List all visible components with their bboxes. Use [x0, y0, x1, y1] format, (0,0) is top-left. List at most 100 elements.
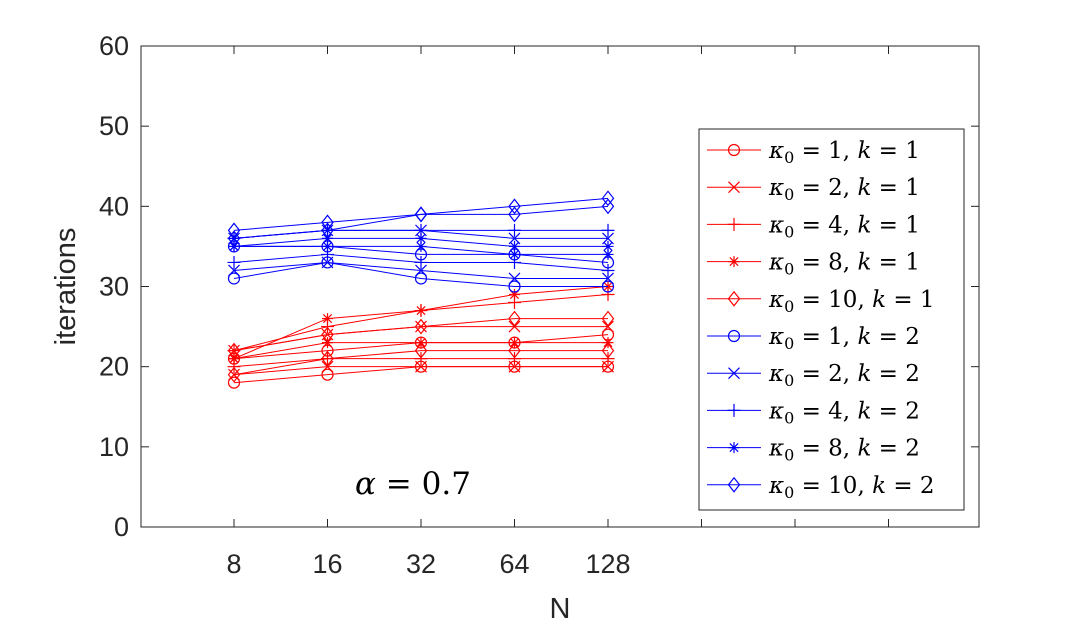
extra-series-k2-2-point [601, 223, 615, 237]
legend-marker [727, 476, 741, 493]
legend-marker [728, 181, 740, 194]
series-5-point [508, 280, 521, 293]
series-7 [227, 247, 615, 277]
legend-marker [727, 143, 741, 157]
series-6-point [228, 264, 240, 277]
series-6 [228, 256, 614, 285]
legend-marker [728, 256, 740, 268]
series-4-point [508, 310, 521, 327]
series-8-point [602, 240, 614, 252]
series-7-point [414, 255, 428, 269]
series-7-point [321, 247, 334, 261]
legend-label: κ0 = 8, k = 2 [768, 436, 920, 465]
legend-marker [728, 367, 740, 380]
series-4 [227, 310, 615, 359]
y-axis-title: iterations [50, 228, 82, 346]
legend-marker [727, 290, 741, 307]
extra-series-k1-3-point [509, 289, 520, 301]
extra-series-k2-3-point [509, 248, 520, 260]
series-5-point [227, 272, 241, 285]
series-3-point [415, 337, 427, 349]
x-axis-title: N [550, 593, 571, 625]
legend-entry: κ0 = 10, k = 2 [707, 473, 935, 502]
series-6-point [415, 264, 427, 277]
series-2-point [414, 352, 428, 366]
series-3-point [322, 337, 333, 349]
series-8-point [509, 240, 520, 252]
series-9-point [414, 206, 428, 223]
legend-marker [727, 329, 741, 343]
legend: κ0 = 1, k = 1 κ0 = 2, k = 1 κ0 = 4, k = 1 κ… [698, 128, 965, 511]
extra-series-k2-3-point [322, 240, 333, 252]
series-9-line [233, 197, 609, 231]
series-7-point [227, 255, 241, 269]
series-2-point [321, 352, 334, 366]
series-5-line [233, 261, 608, 287]
series-4-line [233, 318, 608, 352]
series-0-point [321, 368, 334, 381]
legend-label: κ0 = 10, k = 1 [768, 287, 935, 316]
series-1-point [508, 360, 521, 373]
x-tick-label: 16 [312, 549, 342, 579]
legend-label: κ0 = 4, k = 2 [768, 398, 920, 427]
y-tick-label: 0 [114, 512, 129, 542]
series-0-point [227, 376, 241, 389]
series-4-point [321, 326, 334, 343]
series-1-point [228, 368, 240, 381]
legend-label: κ0 = 2, k = 1 [768, 175, 920, 204]
extra-series-k2-3-point [415, 240, 427, 252]
legend-marker [727, 217, 741, 231]
legend-entry: κ0 = 2, k = 1 [707, 175, 920, 204]
extra-series-k1-3-point [322, 313, 333, 325]
series-3-point [228, 353, 240, 365]
y-tick-label: 60 [99, 31, 129, 61]
series-3-point [602, 337, 614, 349]
series-9 [227, 190, 615, 239]
x-tick-label: 128 [585, 549, 630, 579]
y-tick-label: 50 [99, 111, 129, 141]
series-5-point [601, 280, 615, 293]
series-6-point [602, 272, 614, 285]
series-8-point [415, 232, 427, 244]
alpha-value: = 0.7 [376, 466, 471, 502]
legend-label: κ0 = 2, k = 2 [768, 361, 920, 390]
series-group [227, 190, 615, 389]
y-tick-label: 20 [99, 352, 129, 382]
y-tick-label: 40 [99, 191, 129, 221]
series-4-point [414, 318, 428, 335]
legend-label: κ0 = 1, k = 1 [768, 138, 920, 167]
series-2-point [508, 352, 521, 366]
series-4-point [227, 342, 241, 359]
x-tick-label: 64 [499, 549, 529, 579]
series-2 [227, 352, 615, 374]
series-9-point [601, 190, 615, 207]
series-1-point [602, 360, 614, 373]
legend-entry: κ0 = 4, k = 2 [707, 398, 920, 427]
legend-entry: κ0 = 8, k = 1 [707, 250, 920, 279]
extra-series-k1-1-point [508, 320, 521, 333]
series-7-point [601, 263, 615, 277]
legend-label: κ0 = 4, k = 1 [768, 212, 920, 241]
series-8-point [228, 240, 240, 252]
legend-label: κ0 = 1, k = 2 [768, 324, 920, 353]
extra-series-k1-3-point [415, 305, 427, 317]
series-3 [228, 337, 614, 365]
series-9-point [508, 198, 521, 215]
extra-series-k1-4-point [227, 366, 241, 383]
series-1-point [321, 360, 334, 373]
legend-entry: κ0 = 8, k = 2 [707, 436, 920, 465]
series-9-point [321, 214, 334, 231]
extra-series-k2-2-point [508, 223, 521, 237]
series-5 [227, 256, 615, 293]
x-tick-label: 32 [406, 549, 436, 579]
series-8-point [322, 232, 333, 244]
series-1 [228, 360, 614, 381]
extra-series-k2-4-point [508, 206, 521, 223]
series-9-point [227, 222, 241, 239]
extra-series-k1-1-point [602, 320, 614, 333]
legend-entry: κ0 = 2, k = 2 [707, 361, 920, 390]
extra-series-k1-4-line [233, 350, 608, 376]
series-1-point [415, 360, 427, 373]
legend-entry: κ0 = 10, k = 1 [707, 287, 935, 316]
